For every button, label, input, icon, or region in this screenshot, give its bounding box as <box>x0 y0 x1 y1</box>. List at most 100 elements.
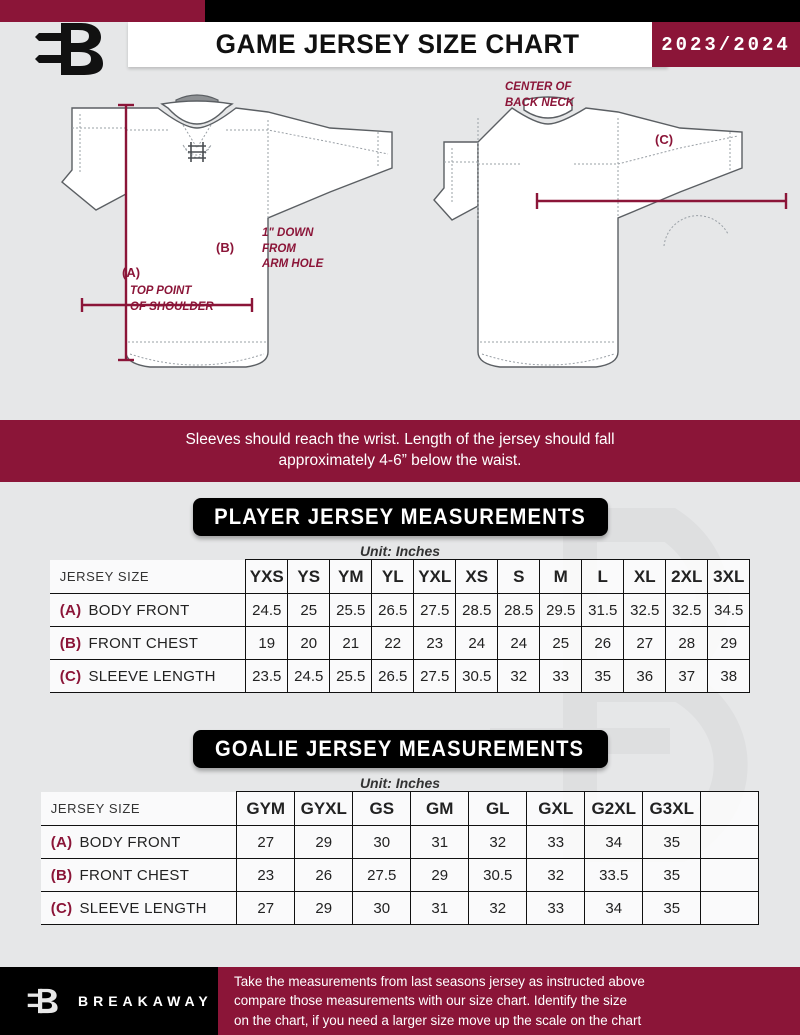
footer-line-1: Take the measurements from last seasons … <box>234 974 645 990</box>
measurement-cell: 29 <box>707 626 751 660</box>
row-tag: (A) <box>59 601 82 619</box>
back-marker-c-label: (C) <box>655 132 674 147</box>
measurement-cell: 27 <box>623 626 667 660</box>
goalie-jersey-section: GOALIE JERSEY MEASUREMENTS Unit: Inches … <box>0 730 800 925</box>
jersey-back-illustration <box>433 96 788 368</box>
measurement-cell: 27.5 <box>413 593 457 627</box>
row-tag: (A) <box>50 833 73 851</box>
measurement-cell: 23 <box>413 626 457 660</box>
size-header-cell: L <box>581 559 625 594</box>
table-header-row: JERSEY SIZE GYM GYXL GS GM GL GXL G2XL G3XL <box>40 791 760 826</box>
measurement-cell <box>700 891 760 925</box>
measurement-cell: 23 <box>236 858 296 892</box>
measurement-cell: 34 <box>584 825 644 859</box>
measurement-cell: 19 <box>245 626 289 660</box>
measurement-cell: 35 <box>581 659 625 693</box>
size-header-cell: YXS <box>245 559 289 594</box>
size-label-header: JERSEY SIZE <box>40 791 238 826</box>
table-row: (B) FRONT CHEST 23 26 27.5 29 30.5 32 33.5 35 <box>40 858 760 892</box>
breakaway-b-logo-icon <box>27 988 58 1014</box>
row-tag: (C) <box>50 899 73 917</box>
measurement-cell: 32 <box>468 891 528 925</box>
measurement-cell: 26 <box>581 626 625 660</box>
measurement-cell: 25.5 <box>329 593 373 627</box>
table-row: (A) BODY FRONT 24.5 25 25.5 26.5 27.5 28.5 28.5 2… <box>49 593 751 627</box>
measurement-cell: 29.5 <box>539 593 583 627</box>
row-label: (A) BODY FRONT <box>40 825 238 859</box>
measurement-cell: 26 <box>294 858 354 892</box>
measurement-cell: 34.5 <box>707 593 751 627</box>
top-stripe <box>0 0 800 22</box>
page-footer: BREAKAWAY Take the measurements from las… <box>0 967 800 1035</box>
season-badge: 2023/2024 <box>652 22 800 67</box>
a-note-1: TOP POINT <box>130 285 192 297</box>
footer-instructions: Take the measurements from last seasons … <box>218 967 800 1035</box>
goalie-section-title: GOALIE JERSEY MEASUREMENTS <box>192 730 608 768</box>
size-header-cell: YL <box>371 559 415 594</box>
top-stripe-black <box>205 0 800 22</box>
measurement-cell: 32.5 <box>623 593 667 627</box>
measurement-cell <box>700 825 760 859</box>
measurement-cell: 30.5 <box>468 858 528 892</box>
size-header-cell: GYM <box>236 791 296 826</box>
measurement-cell: 33.5 <box>584 858 644 892</box>
size-header-cell: GS <box>352 791 412 826</box>
brand-logo <box>28 18 124 80</box>
measurement-cell: 34 <box>584 891 644 925</box>
measurement-cell: 25.5 <box>329 659 373 693</box>
table-row: (A) BODY FRONT 27 29 30 31 32 33 34 35 <box>40 825 760 859</box>
measurement-cell: 33 <box>539 659 583 693</box>
measurement-cell: 27 <box>236 891 296 925</box>
measurement-cell: 30 <box>352 825 412 859</box>
measurement-cell: 35 <box>642 825 702 859</box>
size-header-cell: 3XL <box>707 559 751 594</box>
measurement-cell: 24 <box>455 626 499 660</box>
goalie-section-title-label: GOALIE JERSEY MEASUREMENTS <box>215 736 585 761</box>
front-marker-b-label: (B) <box>216 240 235 255</box>
measurement-cell: 30 <box>352 891 412 925</box>
table-row: (C) SLEEVE LENGTH 27 29 30 31 32 33 34 35 <box>40 891 760 925</box>
measurement-cell: 32.5 <box>665 593 709 627</box>
footer-brand-name: BREAKAWAY <box>78 993 213 1009</box>
measurement-cell: 22 <box>371 626 415 660</box>
measurement-cell: 24.5 <box>287 659 331 693</box>
a-note-2: OF SHOULDER <box>130 300 214 313</box>
size-label-header: JERSEY SIZE <box>49 559 247 594</box>
measurement-cell: 27.5 <box>413 659 457 693</box>
size-header-cell: GXL <box>526 791 586 826</box>
b-note-2: FROM <box>262 242 296 255</box>
player-section-title: PLAYER JERSEY MEASUREMENTS <box>192 498 608 536</box>
player-measurements-table: JERSEY SIZE YXS YS YM YL YXL XS S M L XL 2XL 3XL (A) B… <box>49 559 751 693</box>
size-header-cell: M <box>539 559 583 594</box>
jersey-front-illustration <box>61 94 393 368</box>
measurement-cell: 25 <box>539 626 583 660</box>
measurement-cell: 26.5 <box>371 659 415 693</box>
measurement-cell: 27 <box>236 825 296 859</box>
page-title-plate: GAME JERSEY SIZE CHART <box>128 22 668 67</box>
size-header-cell: 2XL <box>665 559 709 594</box>
fit-note-line-1: Sleeves should reach the wrist. Length o… <box>185 431 615 449</box>
measurement-cell: 24.5 <box>245 593 289 627</box>
goalie-unit-label: Unit: Inches <box>359 775 441 791</box>
measurement-cell: 28.5 <box>455 593 499 627</box>
size-header-cell: GM <box>410 791 470 826</box>
row-tag: (C) <box>59 667 82 685</box>
measurement-cell: 28.5 <box>497 593 541 627</box>
row-label: (B) FRONT CHEST <box>40 858 238 892</box>
measurement-cell: 27.5 <box>352 858 412 892</box>
measurement-cell: 29 <box>294 891 354 925</box>
measurement-cell: 25 <box>287 593 331 627</box>
size-header-cell: YS <box>287 559 331 594</box>
size-header-cell: YXL <box>413 559 457 594</box>
measurement-cell: 29 <box>410 858 470 892</box>
season-badge-label: 2023/2024 <box>661 33 791 56</box>
size-header-cell: XL <box>623 559 667 594</box>
measurement-cell: 35 <box>642 858 702 892</box>
measurement-cell: 36 <box>623 659 667 693</box>
jersey-diagram: .jb { fill:#ffffff; stroke:#5b5f63; stro… <box>0 70 800 418</box>
breakaway-b-logo-icon <box>35 23 103 75</box>
measurement-cell: 32 <box>468 825 528 859</box>
row-tag: (B) <box>50 866 73 884</box>
row-label: (C) SLEEVE LENGTH <box>49 659 247 693</box>
size-header-cell: YM <box>329 559 373 594</box>
